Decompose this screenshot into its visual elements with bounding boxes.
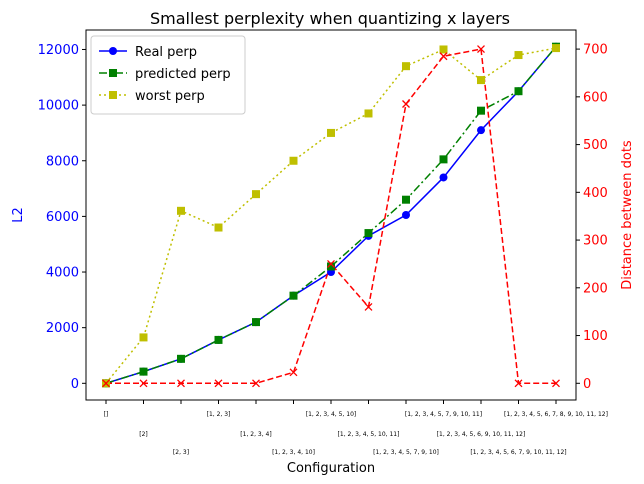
series-1-point [402,195,410,204]
series-0-point [477,126,485,135]
series-1-point [439,155,448,164]
series-0-point [402,211,410,219]
x-tick-label: [1, 2, 3, 4, 10] [272,449,315,456]
right-tick-label: 500 [583,138,608,153]
series-2-point [439,45,448,54]
x-tick-label: [1, 2, 3, 4, 5, 7, 9, 10, 11] [405,411,482,418]
series-3-point [552,379,560,388]
left-tick-label: 2000 [46,321,79,336]
x-axis-label: Configuration [287,461,375,476]
series-1-point [214,335,223,344]
right-tick-label: 400 [583,186,608,201]
x-tick-label: [1, 2, 3, 4, 5, 10] [306,411,356,418]
series-3-point [214,379,223,388]
x-tick-label: [1, 2, 3, 4, 5, 6, 7, 8, 9, 10, 11, 12] [504,411,608,418]
series-2-point [252,190,260,199]
series-2-point [552,44,560,53]
right-tick-label: 700 [583,43,608,58]
series-3-point [477,45,485,54]
legend-label: Real perp [135,45,197,60]
series-2-point [327,128,335,137]
right-tick-label: 100 [583,329,608,344]
series-2-point [177,206,185,215]
right-tick-label: 200 [583,281,608,296]
left-tick-label: 8000 [46,154,79,169]
series-2-point [139,333,148,342]
x-tick-label: [1, 2, 3, 4, 5, 10, 11] [338,431,400,438]
series-3-point [139,379,148,388]
series-1-point [364,229,373,238]
series-2-point [402,62,410,71]
series-3-point [327,259,335,268]
x-tick-label: [1, 2, 3, 4, 5, 6, 7, 9, 10, 11, 12] [470,449,566,456]
right-axis: 0 100 200 300 400 500 600 700 [576,43,608,392]
x-tick-label: [1, 2, 3] [207,411,231,418]
series-3-point [177,379,185,388]
series-3-point [439,52,448,61]
right-tick-label: 0 [583,377,591,392]
x-tick-label: [1, 2, 3, 4, 5, 7, 9, 10] [373,449,439,456]
left-tick-label: 0 [71,377,79,392]
series-3-point [514,379,523,388]
left-tick-label: 6000 [46,210,79,225]
left-tick-label: 12000 [38,43,79,58]
legend-label: predicted perp [135,67,231,82]
left-axis: 0 2000 4000 6000 8000 10000 12000 [38,43,86,392]
series-2-point [214,223,223,232]
x-tick-label: [2, 3] [173,449,189,456]
markers-layer [102,42,560,388]
series-1-point [289,291,298,300]
legend-marker [109,47,117,55]
left-axis-label: L2 [11,207,26,223]
series-2-point [514,51,523,60]
series-3-point [289,368,298,377]
x-tick-label: [] [104,411,109,418]
series-1-point [477,106,485,115]
legend: Real perp predicted perp worst perp [90,35,246,115]
right-axis-label: Distance between dots [620,140,635,290]
series-2-point [477,76,485,85]
series-3-point [252,379,260,388]
left-tick-label: 4000 [46,266,79,281]
left-tick-label: 10000 [38,99,79,114]
series-0-point [439,173,448,182]
legend-frame [90,35,246,115]
series-1-point [327,262,335,271]
series-3-point [402,100,410,108]
series-1-point [252,318,260,327]
x-axis: [] [2] [2, 3] [1, 2, 3] [1, 2, 3, 4] [1, 2, 3… [104,400,608,456]
legend-label: worst perp [135,89,205,104]
series-2-point [364,109,373,118]
series-2-point [289,156,298,165]
series-1-point [139,367,148,376]
legend-marker [109,69,117,77]
series-1-point [514,87,523,96]
right-tick-label: 300 [583,234,608,249]
right-tick-label: 600 [583,90,608,105]
series-1-point [177,354,185,363]
series-3-point [364,302,373,311]
x-tick-label: [1, 2, 3, 4, 5, 6, 9, 10, 11, 12] [437,431,526,438]
x-tick-label: [1, 2, 3, 4] [240,431,271,438]
series-3-point [102,379,110,388]
x-tick-label: [2] [139,431,148,438]
chart-title: Smallest perplexity when quantizing x la… [150,9,510,28]
legend-marker [109,91,117,99]
